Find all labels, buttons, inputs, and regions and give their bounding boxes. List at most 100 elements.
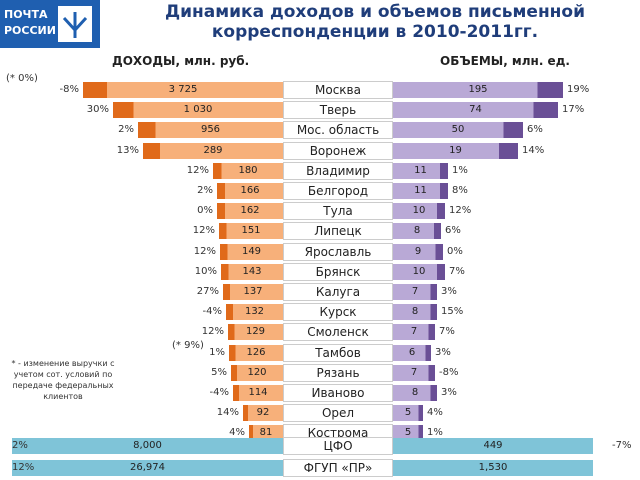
volume-bar: 11 — [393, 183, 448, 199]
volume-total-bar: 449 — [393, 438, 593, 454]
region-label: Рязань — [283, 363, 393, 382]
title: Динамика доходов и объемов письменной ко… — [164, 2, 586, 42]
region-label: Иваново — [283, 384, 393, 402]
income-bar: 114 — [233, 385, 283, 401]
income-bar: 81 — [249, 425, 283, 442]
volume-bar: 10 — [393, 203, 445, 220]
volume-bar: 11 — [393, 162, 448, 179]
volume-change: 1% — [452, 164, 468, 176]
income-change: 27% — [196, 286, 219, 297]
income-bar: 956 — [138, 122, 283, 139]
logo-text: РОССИИ — [4, 24, 56, 37]
volume-total-bar: 1,530 — [393, 460, 593, 476]
income-change: 12% — [201, 326, 224, 338]
income-bar: 129 — [228, 324, 283, 341]
volume-bar: 5 — [393, 425, 423, 442]
region-label: Ярославль — [283, 242, 393, 261]
volume-change: 12% — [449, 205, 472, 217]
region-label: Тула — [283, 202, 393, 221]
region-label: Брянск — [283, 262, 393, 281]
region-label: Мос. область — [283, 121, 393, 140]
volume-change: 6% — [527, 124, 543, 136]
income-bar: 151 — [219, 223, 283, 240]
income-bar: 149 — [220, 243, 283, 260]
income-change: 10% — [194, 265, 217, 277]
region-label: Калуга — [283, 283, 393, 301]
income-bar: 92 — [243, 405, 283, 422]
volume-bar: 7 — [393, 324, 435, 341]
income-change: 12% — [186, 164, 209, 176]
income-bar: 166 — [217, 183, 283, 199]
income-total-bar: 26,974 — [12, 460, 283, 476]
volume-bar: 7 — [393, 284, 437, 300]
volume-bar: 8 — [393, 385, 437, 401]
income-bar: 126 — [229, 344, 283, 361]
income-change: 2% — [197, 185, 213, 196]
volume-bar: 50 — [393, 122, 523, 139]
income-change: 12% — [193, 245, 216, 257]
total-label: ЦФО — [283, 437, 393, 455]
income-bar: 180 — [213, 162, 283, 179]
income-total-bar: 8,000 — [12, 438, 283, 454]
left-heading: ДОХОДЫ, млн. руб. — [112, 54, 250, 68]
region-label: Воронеж — [283, 141, 393, 160]
income-change: 13% — [116, 144, 139, 156]
volume-bar: 8 — [393, 304, 437, 321]
income-total-change: 2% — [12, 440, 28, 451]
income-bar: 162 — [217, 203, 283, 220]
footnote: * - изменение выручки с учетом сот. усло… — [11, 359, 115, 401]
volume-change: 7% — [449, 265, 465, 277]
volume-change: 19% — [567, 84, 590, 95]
volume-change: 1% — [427, 427, 443, 439]
volume-bar: 10 — [393, 263, 445, 280]
volume-change: 0% — [447, 245, 463, 257]
volume-bar: 7 — [393, 364, 435, 381]
region-label: Белгород — [283, 182, 393, 200]
income-change: 0% — [197, 205, 213, 217]
volume-change: 7% — [439, 326, 455, 338]
total-label: ФГУП «ПР» — [283, 459, 393, 477]
note: (* 9%) — [172, 340, 204, 351]
logo-emblem — [58, 6, 92, 42]
volume-change: 15% — [441, 306, 464, 318]
income-change: -8% — [59, 84, 79, 95]
income-bar: 289 — [143, 142, 283, 159]
volume-bar: 19 — [393, 142, 518, 159]
volume-total-change: -7% — [612, 440, 632, 451]
volume-change: 14% — [522, 144, 545, 156]
volume-bar: 195 — [393, 82, 563, 98]
income-change: 5% — [211, 366, 227, 378]
logo: ПОЧТА РОССИИ — [0, 0, 100, 48]
logo-text: ПОЧТА — [4, 8, 48, 21]
volume-change: 8% — [452, 185, 468, 196]
region-label: Курск — [283, 303, 393, 322]
volume-change: -8% — [439, 366, 459, 378]
region-label: Орел — [283, 404, 393, 423]
income-bar: 120 — [231, 364, 283, 381]
note: (* 0%) — [6, 73, 38, 84]
income-change: 30% — [86, 104, 109, 116]
volume-bar: 6 — [393, 344, 431, 361]
volume-bar: 9 — [393, 243, 443, 260]
income-bar: 132 — [226, 304, 283, 321]
income-bar: 143 — [221, 263, 283, 280]
income-total-change: 12% — [12, 462, 35, 473]
region-label: Смоленск — [283, 323, 393, 342]
income-change: 12% — [192, 225, 215, 237]
region-label: Тамбов — [283, 343, 393, 362]
volume-bar: 8 — [393, 223, 441, 240]
income-change: -4% — [202, 306, 222, 318]
region-label: Липецк — [283, 222, 393, 241]
income-bar: 3 725 — [83, 82, 283, 98]
income-change: 14% — [216, 407, 239, 419]
region-label: Тверь — [283, 101, 393, 120]
income-bar: 137 — [223, 284, 283, 300]
region-label: Москва — [283, 81, 393, 99]
volume-bar: 74 — [393, 102, 558, 119]
income-change: 4% — [229, 427, 245, 439]
right-heading: ОБЪЕМЫ, млн. ед. — [440, 54, 570, 68]
volume-change: 17% — [562, 104, 585, 116]
volume-change: 4% — [427, 407, 443, 419]
volume-bar: 5 — [393, 405, 423, 422]
